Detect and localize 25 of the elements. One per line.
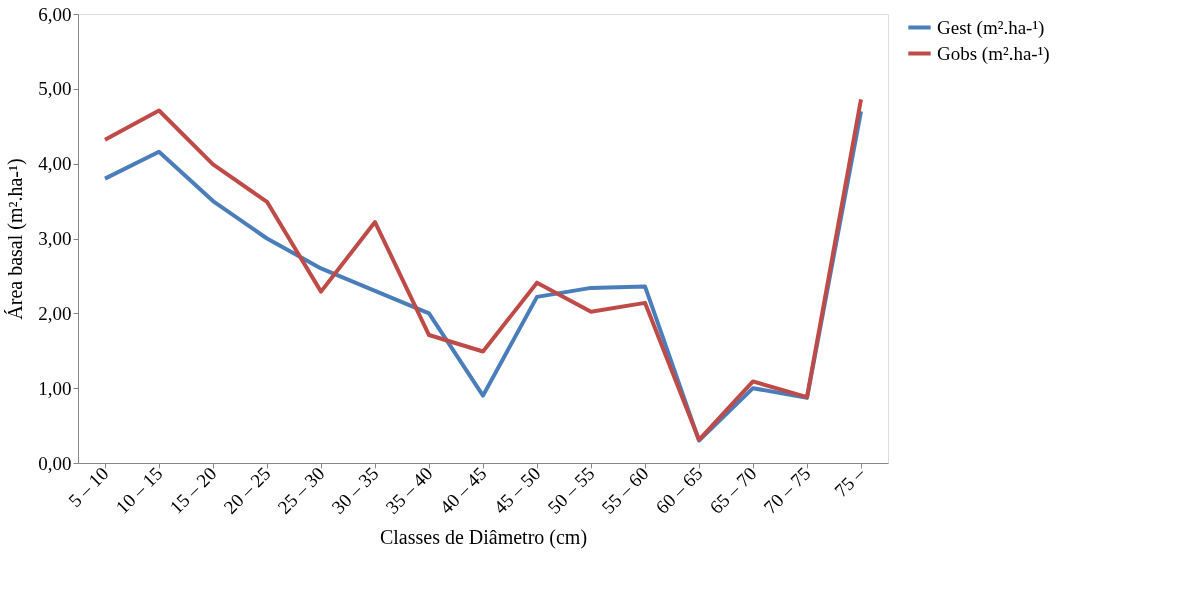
x-tick-label: 40 – 45 [435, 462, 491, 518]
x-tick-label: 55 – 60 [597, 462, 653, 518]
x-tick-label: 75 – [830, 462, 869, 502]
x-tick-label: 35 – 40 [381, 462, 437, 518]
legend-label: Gobs (m².ha-¹) [937, 42, 1050, 65]
y-tick-label: 1,00 [38, 377, 72, 399]
x-tick-label: 15 – 20 [165, 462, 221, 518]
y-tick-label: 3,00 [38, 228, 72, 249]
x-tick-label: 60 – 65 [651, 462, 707, 518]
y-axis-title: Área basal (m².ha-¹) [4, 158, 28, 320]
y-tick-label: 0,00 [38, 452, 72, 474]
y-tick-label: 6,00 [38, 3, 72, 25]
x-axis-title: Classes de Diâmetro (cm) [379, 525, 588, 549]
x-tick-label: 70 – 75 [759, 462, 815, 518]
x-tick-label: 65 – 70 [705, 462, 761, 518]
x-tick-label: 45 – 50 [489, 462, 545, 518]
y-tick-label: 4,00 [38, 153, 72, 175]
y-tick-label: 5,00 [38, 78, 72, 100]
legend-label: Gest (m².ha-¹) [937, 16, 1045, 39]
x-tick-label: 20 – 25 [219, 462, 275, 518]
y-tick-label: 2,00 [38, 302, 72, 324]
x-tick-label: 50 – 55 [543, 462, 599, 518]
x-tick-label: 30 – 35 [327, 462, 383, 518]
x-tick-label: 25 – 30 [273, 462, 329, 518]
x-tick-label: 10 – 15 [111, 462, 167, 518]
